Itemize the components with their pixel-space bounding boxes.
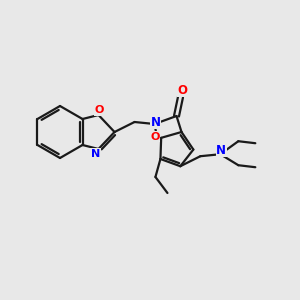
Text: O: O (151, 132, 160, 142)
Text: O: O (95, 105, 104, 115)
Text: N: N (91, 149, 100, 159)
Text: N: N (216, 144, 226, 157)
Text: N: N (151, 116, 160, 128)
Text: O: O (178, 83, 188, 97)
